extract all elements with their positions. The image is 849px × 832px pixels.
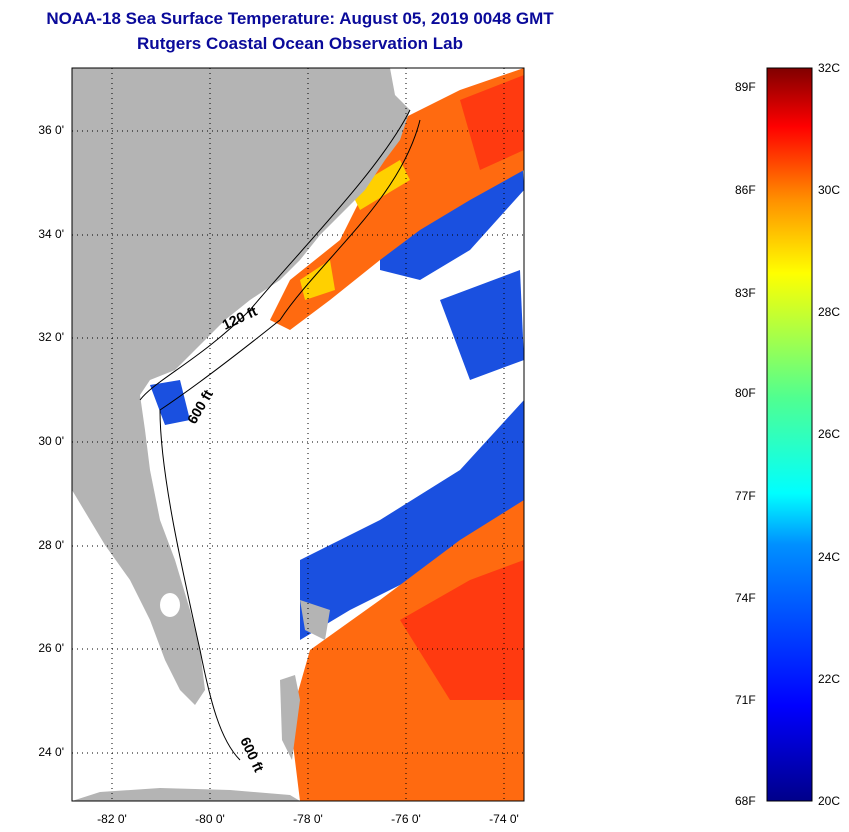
colorbar-c-label: 28C [818,305,841,319]
lat-label: 34 0' [38,227,64,241]
colorbar-f-label: 71F [735,693,756,707]
sst-transition [300,160,410,300]
bahamas-north [300,600,330,640]
colorbar-f-label: 80F [735,386,756,400]
colorbar-c-label: 32C [818,61,841,75]
colorbar-f-label: 74F [735,591,756,605]
colorbar-c-label: 24C [818,550,841,564]
lon-label: -76 0' [391,812,421,826]
colorbar-f-label: 89F [735,80,756,94]
colorbar-f-label: 77F [735,489,756,503]
lat-label: 24 0' [38,745,64,759]
us-mainland [72,68,410,705]
lake-okeechobee [160,593,180,617]
bahamas [280,675,300,760]
colorbar-f-label: 86F [735,183,756,197]
colorbar-c-label: 30C [818,183,841,197]
lat-label: 32 0' [38,330,64,344]
lon-label: -74 0' [489,812,519,826]
sst-warm-water [270,68,524,801]
lon-label: -80 0' [195,812,225,826]
lon-label: -78 0' [293,812,323,826]
colorbar-c-label: 20C [818,794,841,808]
colorbar-c-label: 26C [818,427,841,441]
lat-label: 28 0' [38,538,64,552]
lat-label: 36 0' [38,123,64,137]
cuba [72,788,300,801]
map-frame [71,67,525,802]
isobath-120ft [139,109,411,401]
lat-label: 26 0' [38,641,64,655]
lon-label: -82 0' [97,812,127,826]
map-subtitle: Rutgers Coastal Ocean Observation Lab [137,34,463,53]
map-title: NOAA-18 Sea Surface Temperature: August … [46,9,554,28]
lat-label: 30 0' [38,434,64,448]
colorbar-f-label: 68F [735,794,756,808]
isobath-600ft [159,119,421,761]
sst-hot-water [400,75,524,700]
colorbar [766,67,813,802]
colorbar-c-label: 22C [818,672,841,686]
colorbar-f-label: 83F [735,286,756,300]
graticule [72,68,524,801]
